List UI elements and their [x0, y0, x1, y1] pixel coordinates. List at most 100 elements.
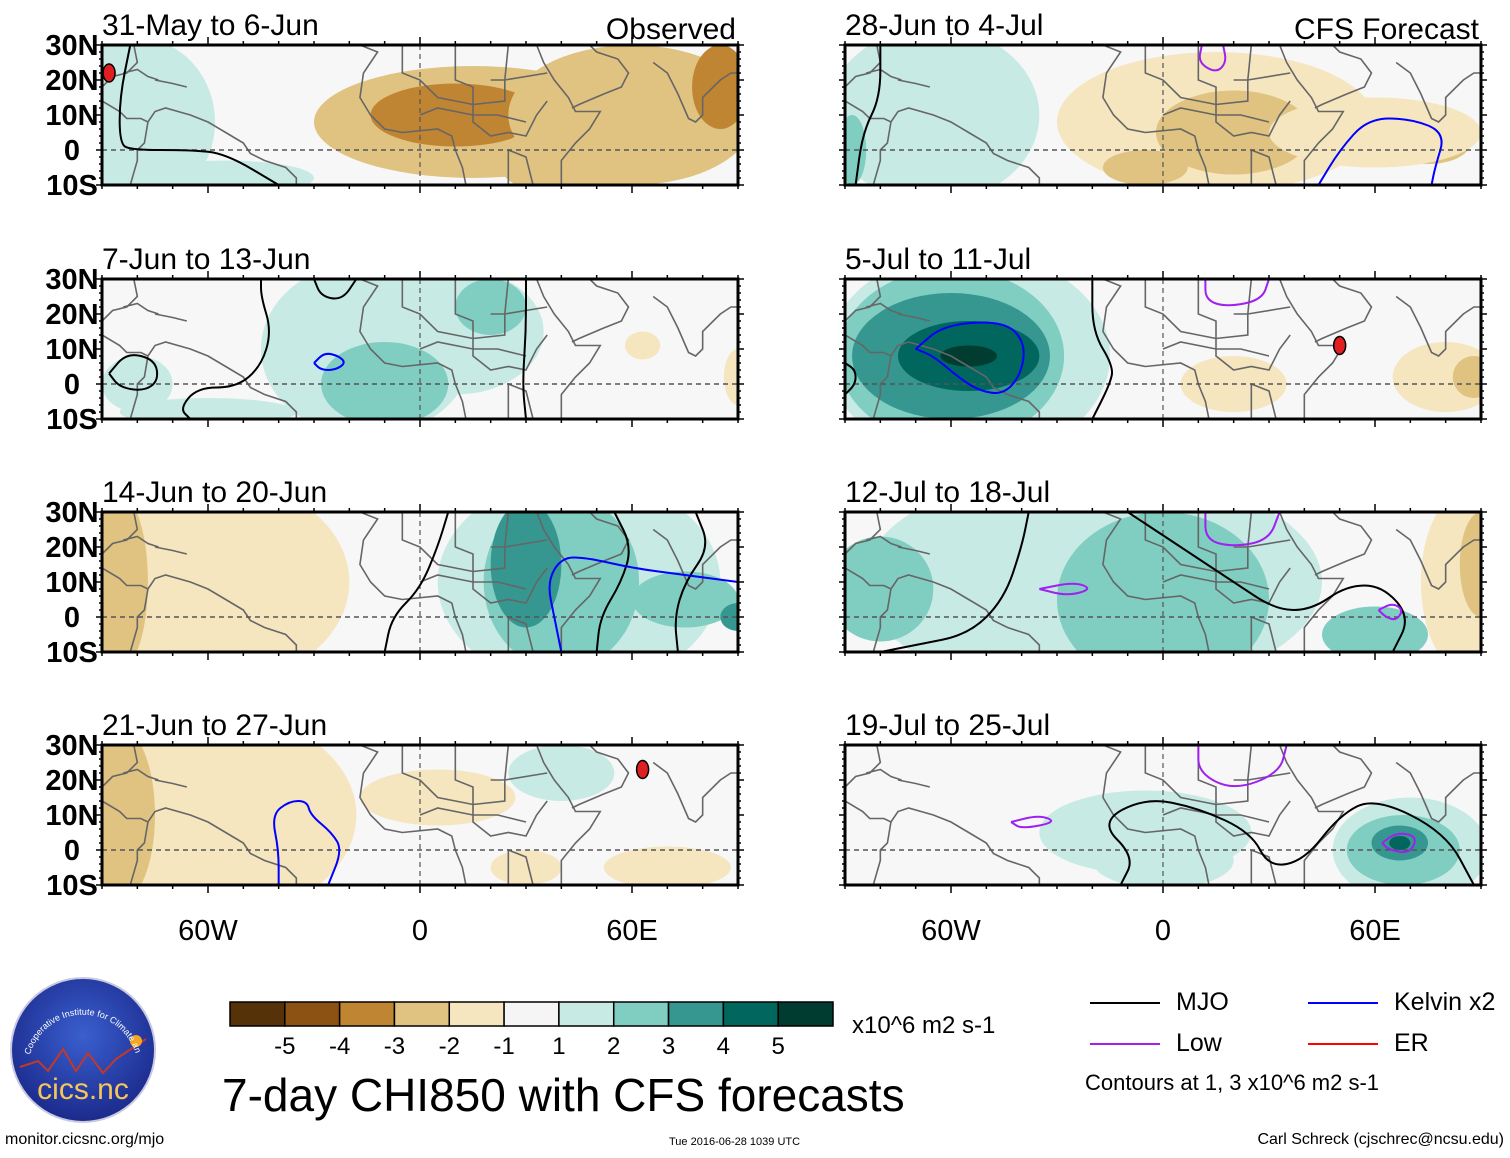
anomaly-region — [1392, 342, 1481, 412]
coastline — [129, 588, 149, 652]
lat-tick-label: 10S — [46, 404, 98, 436]
legend-item-kelvin: Kelvin x2 — [1308, 988, 1495, 1017]
lon-tick-label: 60W — [921, 915, 981, 947]
coastline — [1233, 72, 1291, 81]
coastline — [535, 512, 602, 652]
coastline — [102, 279, 139, 322]
coastline — [454, 45, 548, 137]
panel-label: CFS Forecast — [1294, 13, 1480, 46]
anomaly-region — [1322, 606, 1428, 652]
footer-url: monitor.cicsnc.org/mjo — [5, 1131, 165, 1148]
coastline — [154, 779, 187, 788]
colorbar-label: 3 — [662, 1033, 675, 1060]
legend-item-mjo: MJO — [1090, 988, 1229, 1017]
contour-mjo — [1108, 800, 1475, 885]
coastline — [507, 382, 534, 419]
coastline — [652, 528, 738, 590]
coastline — [897, 546, 930, 555]
coastline — [845, 334, 1041, 419]
anomaly-region — [349, 391, 420, 419]
coastline — [1197, 745, 1291, 837]
coastline — [1395, 61, 1481, 123]
lat-tick-label: 10N — [45, 334, 98, 366]
contour-mjo — [854, 45, 882, 185]
coastline — [872, 355, 892, 419]
legend-line-low — [1090, 1042, 1160, 1045]
coastline — [507, 615, 534, 652]
coastline — [845, 279, 882, 322]
contour-low — [1377, 603, 1403, 621]
anomaly-region — [723, 349, 738, 405]
legend-label: Kelvin x2 — [1394, 988, 1496, 1016]
coastline — [490, 72, 548, 81]
coastline — [123, 535, 159, 548]
anomaly-region — [455, 279, 526, 335]
anomaly-region — [1452, 356, 1481, 398]
panel-p6: 5-Jul to 11-Jul — [839, 243, 1487, 427]
coastline — [1162, 807, 1270, 823]
coastline — [866, 535, 902, 548]
colorbar-swatch — [393, 1001, 451, 1027]
anomaly-region — [940, 345, 997, 367]
coastline — [359, 745, 467, 885]
coastline — [102, 512, 139, 555]
lat-tick-label: 10N — [45, 800, 98, 832]
coastline — [845, 45, 882, 88]
contour-mjo — [522, 279, 527, 419]
marker-er — [102, 63, 116, 83]
panel-p7: 12-Jul to 18-Jul — [839, 476, 1487, 660]
colorbar-label: -2 — [439, 1033, 460, 1060]
cics-logo: Cooperative Institute for Climate and Sa… — [8, 975, 156, 1123]
panel-title: 28-Jun to 4-Jul — [845, 9, 1043, 42]
coastline — [872, 121, 892, 185]
lat-tick-label: 10N — [45, 567, 98, 599]
coastline — [1395, 761, 1481, 823]
contour-mjo — [674, 512, 707, 652]
coastline — [490, 539, 548, 548]
coastline — [454, 745, 548, 837]
contour-low — [1381, 832, 1416, 854]
coastline — [1102, 45, 1210, 185]
colorbar-swatch — [667, 1001, 725, 1027]
colorbar-label: -1 — [493, 1033, 514, 1060]
coastline — [1162, 107, 1270, 123]
coastline — [652, 761, 738, 823]
panel-p5: 28-Jun to 4-Jul CFS Forecast — [839, 9, 1487, 193]
anomaly-region — [321, 342, 449, 419]
contour-low — [1197, 745, 1288, 788]
coastline — [897, 313, 930, 322]
legend-label: MJO — [1176, 988, 1229, 1016]
coastline — [102, 745, 139, 788]
contour-low — [1039, 582, 1089, 596]
coastline — [401, 279, 510, 340]
lat-tick-label: 20N — [45, 299, 98, 331]
coastline — [490, 306, 548, 315]
anomaly-region — [632, 571, 738, 628]
coastline — [897, 79, 930, 88]
coastline — [1314, 279, 1373, 343]
contour-mjo — [880, 512, 1030, 652]
anomaly-region — [1102, 150, 1188, 185]
anomaly-region — [603, 846, 731, 885]
contour-kelvin — [915, 321, 1025, 394]
footer-author: Carl Schreck (cjschrec@ncsu.edu) — [1257, 1131, 1504, 1148]
contour-mjo — [108, 354, 159, 391]
coastline — [897, 779, 930, 788]
coastline — [1197, 279, 1291, 371]
coastline — [652, 61, 738, 123]
coastline — [419, 341, 527, 357]
coastline — [490, 772, 548, 781]
contour-low — [1198, 45, 1227, 72]
coastline — [454, 512, 548, 604]
coastline — [1162, 574, 1270, 590]
coastline — [1233, 772, 1291, 781]
lat-tick-label: 30N — [45, 30, 98, 62]
contour-mjo — [383, 512, 450, 652]
coastline — [1314, 512, 1373, 576]
colorbar-label: 1 — [552, 1033, 565, 1060]
lat-tick-label: 30N — [45, 730, 98, 762]
colorbar-swatch — [722, 1001, 779, 1027]
